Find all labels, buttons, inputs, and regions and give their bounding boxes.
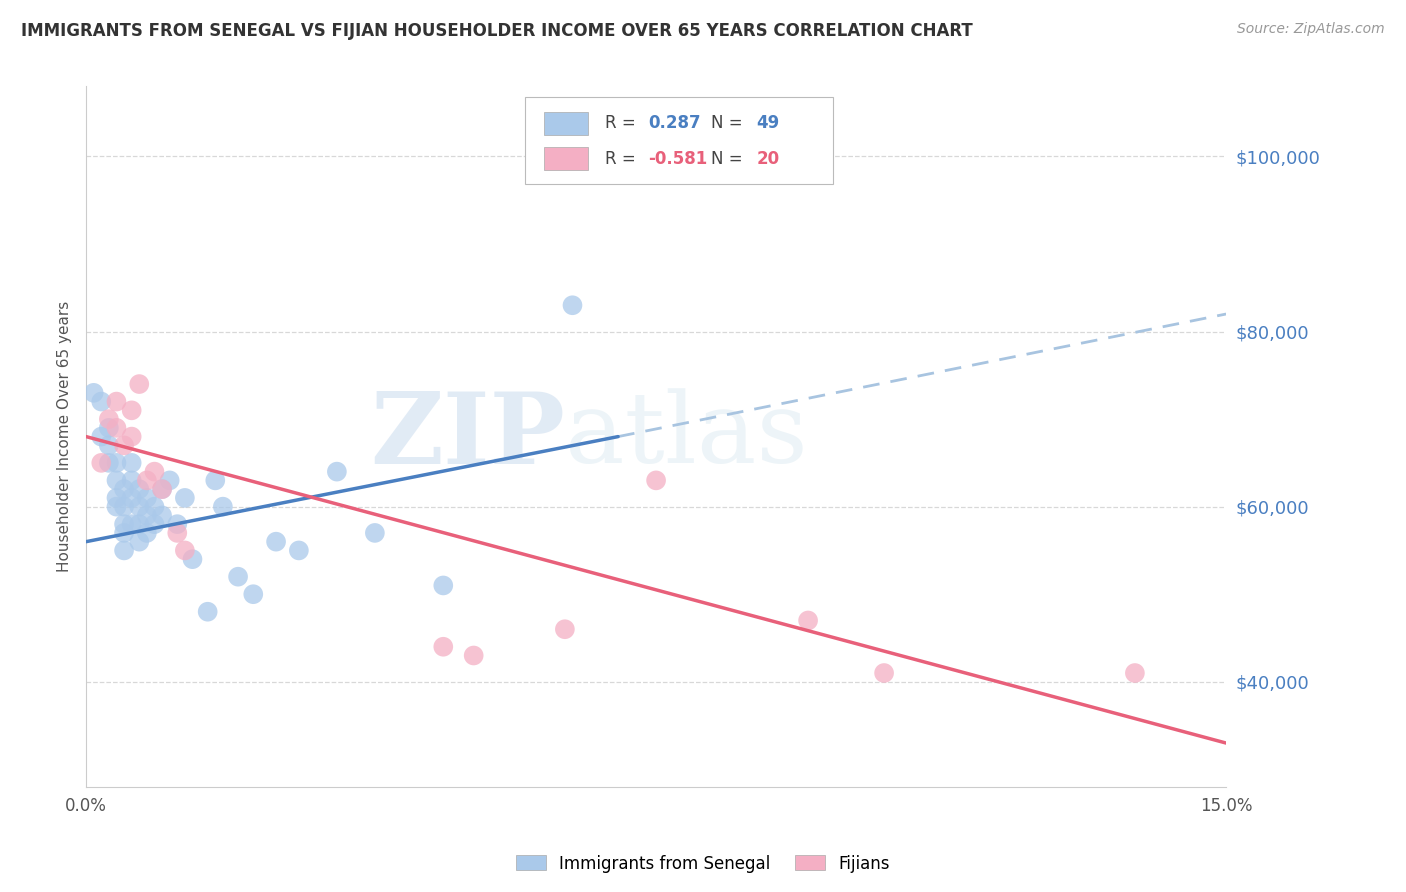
Point: [90, 456, 112, 470]
Point: [97, 438, 120, 452]
Point: [112, 482, 135, 496]
Point: [128, 500, 150, 514]
Point: [797, 614, 820, 628]
Point: [873, 665, 896, 680]
Point: [121, 491, 143, 505]
Point: [212, 500, 235, 514]
Point: [121, 474, 143, 488]
Point: [112, 500, 135, 514]
Text: IMMIGRANTS FROM SENEGAL VS FIJIAN HOUSEHOLDER INCOME OVER 65 YEARS CORRELATION C: IMMIGRANTS FROM SENEGAL VS FIJIAN HOUSEH…: [21, 22, 973, 40]
Text: 20: 20: [756, 150, 779, 168]
Point: [166, 517, 188, 532]
Text: 49: 49: [756, 114, 780, 132]
Point: [242, 587, 264, 601]
Point: [143, 465, 166, 479]
Point: [121, 429, 143, 443]
Point: [432, 640, 454, 654]
Point: [128, 534, 150, 549]
FancyBboxPatch shape: [544, 146, 588, 170]
Point: [554, 622, 576, 636]
Point: [135, 525, 157, 540]
Text: atlas: atlas: [565, 389, 807, 484]
Point: [326, 465, 349, 479]
Point: [561, 298, 583, 312]
Point: [128, 482, 150, 496]
Point: [112, 517, 135, 532]
Point: [204, 474, 226, 488]
Point: [150, 508, 173, 523]
Point: [90, 394, 112, 409]
Point: [463, 648, 485, 663]
Point: [105, 456, 128, 470]
Point: [135, 491, 157, 505]
Text: 0.287: 0.287: [648, 114, 700, 132]
Point: [135, 474, 157, 488]
Point: [364, 525, 387, 540]
Point: [105, 491, 128, 505]
Point: [226, 570, 249, 584]
Point: [105, 421, 128, 435]
Point: [105, 474, 128, 488]
Point: [121, 456, 143, 470]
Point: [181, 552, 204, 566]
Point: [645, 474, 668, 488]
Point: [173, 491, 195, 505]
FancyBboxPatch shape: [544, 112, 588, 136]
Legend: Immigrants from Senegal, Fijians: Immigrants from Senegal, Fijians: [509, 848, 897, 880]
Point: [135, 508, 157, 523]
Point: [150, 482, 173, 496]
Point: [159, 474, 181, 488]
Text: R =: R =: [605, 114, 641, 132]
Point: [264, 534, 287, 549]
Point: [143, 500, 166, 514]
Point: [150, 482, 173, 496]
Point: [112, 543, 135, 558]
Y-axis label: Householder Income Over 65 years: Householder Income Over 65 years: [58, 301, 72, 573]
Point: [121, 403, 143, 417]
Text: R =: R =: [605, 150, 641, 168]
Point: [197, 605, 219, 619]
Text: ZIP: ZIP: [370, 388, 565, 485]
Point: [105, 394, 128, 409]
Point: [1123, 665, 1146, 680]
Point: [128, 377, 150, 392]
Point: [90, 429, 112, 443]
Point: [166, 525, 188, 540]
Point: [97, 421, 120, 435]
Point: [173, 543, 195, 558]
Point: [97, 456, 120, 470]
Point: [83, 385, 105, 400]
Text: N =: N =: [711, 114, 748, 132]
Text: N =: N =: [711, 150, 748, 168]
Text: -0.581: -0.581: [648, 150, 707, 168]
Point: [288, 543, 311, 558]
Point: [432, 578, 454, 592]
FancyBboxPatch shape: [524, 97, 832, 185]
Point: [128, 517, 150, 532]
Point: [121, 517, 143, 532]
Point: [105, 500, 128, 514]
Text: Source: ZipAtlas.com: Source: ZipAtlas.com: [1237, 22, 1385, 37]
Point: [112, 525, 135, 540]
Point: [112, 438, 135, 452]
Point: [97, 412, 120, 426]
Point: [143, 517, 166, 532]
